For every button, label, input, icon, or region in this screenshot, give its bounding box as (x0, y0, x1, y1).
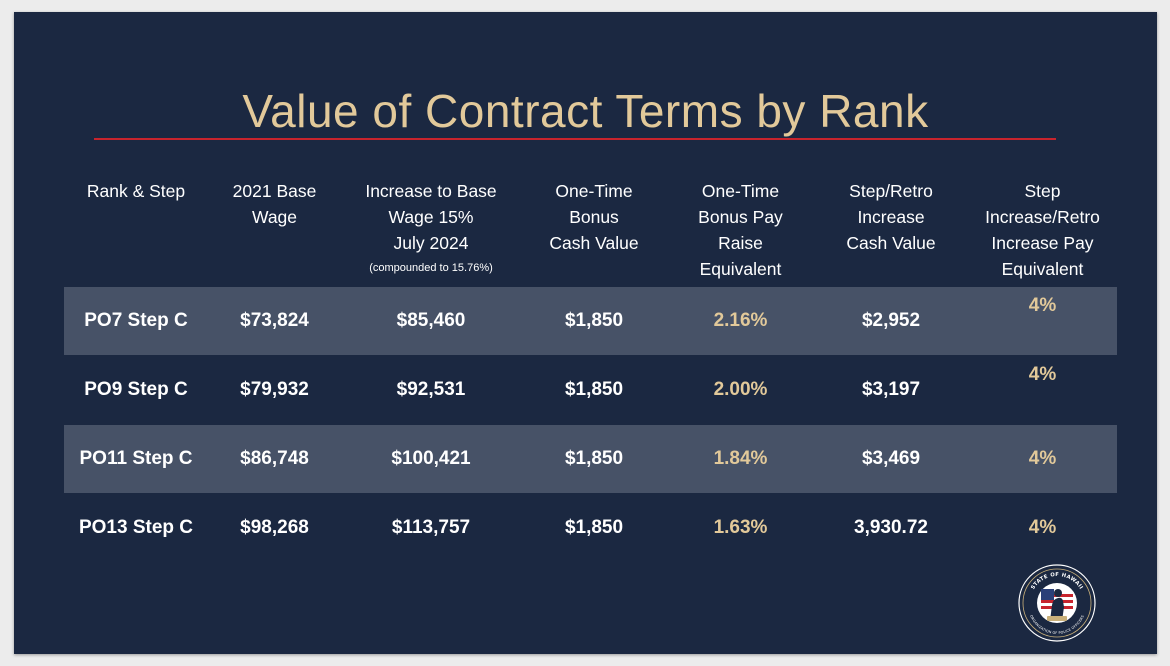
header-bonus-line-1: One-Time (555, 181, 633, 201)
cell-step-cash: $3,469 (861, 448, 921, 469)
seal-banner (1047, 616, 1067, 621)
header-bonus-cash: One-Time Bonus Cash Value (521, 178, 667, 256)
table-row: PO9 Step C $79,932 $92,531 $1,850 2.00% … (64, 356, 1117, 424)
header-raise-line-2: Bonus Pay (698, 207, 783, 227)
table-row: PO7 Step C $73,824 $85,460 $1,850 2.16% … (64, 287, 1117, 355)
cell-increase: $113,757 (391, 517, 471, 538)
header-step-line-2: Increase (857, 207, 925, 227)
header-bonus-line-2: Bonus (569, 207, 619, 227)
header-base-wage: 2021 Base Wage (208, 178, 341, 230)
cell-raise-equivalent: 2.16% (713, 310, 768, 331)
header-bonus-line-3: Cash Value (549, 233, 639, 253)
header-step-equivalent: Step Increase/Retro Increase Pay Equival… (968, 178, 1117, 282)
header-increase-line-1: Increase to Base (365, 181, 497, 201)
cell-base-wage: $73,824 (240, 310, 309, 331)
header-increase-line-3: July 2024 (393, 233, 469, 253)
slide: Value of Contract Terms by Rank Rank & S… (14, 12, 1157, 654)
header-increase-note: (compounded to 15.76%) (369, 262, 493, 274)
cell-rank: PO13 Step C (78, 517, 194, 538)
header-raise-line-3: Raise (718, 233, 763, 253)
table-row: PO11 Step C $86,748 $100,421 $1,850 1.84… (64, 425, 1117, 493)
cell-raise-equivalent: 1.63% (713, 517, 768, 538)
title-underline (94, 138, 1056, 140)
header-stepeq-line-4: Equivalent (1001, 259, 1084, 279)
slide-title: Value of Contract Terms by Rank (242, 85, 929, 137)
header-base-line-1: 2021 Base (232, 181, 317, 201)
cell-raise-equivalent: 2.00% (713, 379, 768, 400)
seal-officer-silhouette (1050, 597, 1064, 621)
cell-bonus-cash: $1,850 (564, 448, 624, 469)
cell-increase: $92,531 (396, 379, 466, 400)
cell-step-equivalent: 4% (1028, 517, 1057, 538)
header-base-line-2: Wage (251, 207, 298, 227)
header-step-line-3: Cash Value (846, 233, 936, 253)
cell-rank: PO11 Step C (79, 448, 193, 469)
header-stepeq-line-1: Step (1024, 181, 1061, 201)
header-step-line-1: Step/Retro (849, 181, 933, 201)
seal-officer-head (1054, 589, 1062, 597)
cell-increase: $85,460 (396, 310, 466, 331)
header-rank-step: Rank & Step (64, 178, 208, 204)
cell-increase: $100,421 (391, 448, 471, 469)
header-step-cash: Step/Retro Increase Cash Value (814, 178, 968, 256)
seal-inner-ring (1022, 568, 1092, 638)
cell-base-wage: $98,268 (240, 517, 309, 538)
cell-step-cash: $2,952 (861, 310, 921, 331)
cell-step-cash: $3,197 (861, 379, 921, 400)
table-row: PO13 Step C $98,268 $113,757 $1,850 1.63… (64, 494, 1117, 562)
header-stepeq-line-3: Increase Pay (991, 233, 1094, 253)
shopo-seal-logo: STATE OF HAWAII ORGANIZATION OF POLICE O… (1018, 564, 1096, 642)
cell-bonus-cash: $1,850 (564, 310, 624, 331)
cell-raise-equivalent: 1.84% (713, 448, 768, 469)
cell-step-equivalent: 4% (1028, 295, 1057, 316)
cell-bonus-cash: $1,850 (564, 517, 624, 538)
header-raise-line-1: One-Time (701, 181, 780, 201)
cell-bonus-cash: $1,850 (564, 379, 624, 400)
header-increase-line-2: Wage 15% (388, 207, 474, 227)
cell-rank: PO9 Step C (84, 379, 188, 400)
seal-canton (1041, 589, 1054, 600)
header-increase: Increase to Base Wage 15% July 2024 (com… (341, 178, 521, 275)
cell-rank: PO7 Step C (84, 310, 188, 331)
cell-base-wage: $79,932 (240, 379, 309, 400)
header-bonus-raise: One-Time Bonus Pay Raise Equivalent (667, 178, 814, 282)
cell-step-equivalent: 4% (1028, 448, 1057, 469)
header-raise-line-4: Equivalent (699, 259, 782, 279)
cell-step-equivalent: 4% (1028, 364, 1057, 385)
cell-step-cash: 3,930.72 (854, 517, 928, 538)
cell-base-wage: $86,748 (240, 448, 309, 469)
header-rank-line: Rank & Step (86, 181, 186, 201)
header-stepeq-line-2: Increase/Retro (985, 207, 1100, 227)
